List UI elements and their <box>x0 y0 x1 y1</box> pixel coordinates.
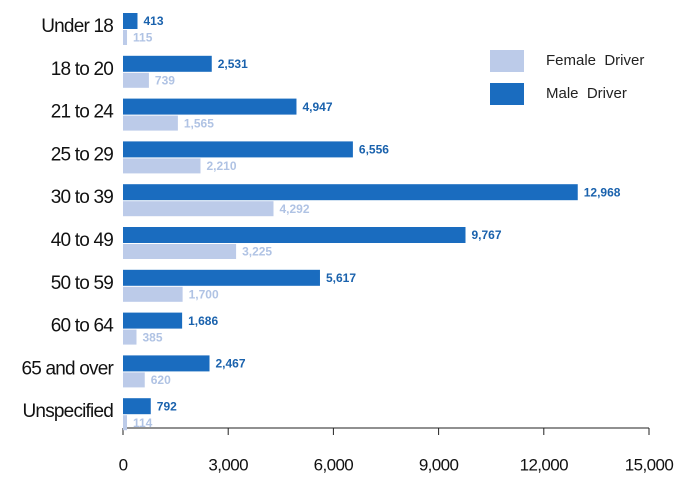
bar <box>123 98 297 115</box>
bar <box>123 312 183 329</box>
category-label: 50 to 59 <box>51 273 114 294</box>
value-label: 792 <box>157 399 177 413</box>
x-tick-label: 3,000 <box>208 455 248 474</box>
x-tick-label: 6,000 <box>314 455 354 474</box>
category-label: 30 to 39 <box>51 187 114 208</box>
value-label: 739 <box>155 73 175 87</box>
x-tick-label: 9,000 <box>419 455 459 474</box>
value-label: 2,531 <box>218 57 248 71</box>
legend-label: Female Driver <box>546 52 644 69</box>
bar <box>123 141 353 158</box>
bar <box>123 55 212 72</box>
value-label: 620 <box>151 373 171 387</box>
bar <box>123 398 151 415</box>
value-label: 3,225 <box>242 245 272 259</box>
value-label: 6,556 <box>359 143 389 157</box>
bar <box>123 13 138 29</box>
category-label: 40 to 49 <box>51 230 114 251</box>
category-label: 21 to 24 <box>51 102 115 123</box>
bar <box>123 30 128 45</box>
bar <box>123 329 137 345</box>
value-label: 1,565 <box>184 116 214 130</box>
value-label: 4,292 <box>280 202 310 216</box>
category-label: Under 18 <box>41 16 113 37</box>
bar <box>123 184 578 201</box>
value-label: 1,686 <box>188 314 218 328</box>
bar <box>123 115 178 131</box>
bar <box>123 227 466 243</box>
category-label: 25 to 29 <box>51 144 114 165</box>
value-label: 2,467 <box>216 357 246 371</box>
value-label: 9,767 <box>471 228 501 242</box>
value-label: 5,617 <box>326 271 356 285</box>
category-label: Unspecified <box>23 401 114 422</box>
bar <box>123 372 145 388</box>
value-label: 2,210 <box>206 159 236 173</box>
x-tick-label: 15,000 <box>625 455 674 474</box>
x-tick-label: 12,000 <box>520 455 569 474</box>
bar <box>123 269 320 286</box>
value-label: 115 <box>133 31 153 45</box>
legend-swatch <box>490 50 524 72</box>
value-label: 4,947 <box>302 100 332 114</box>
legend-label: Male Driver <box>546 85 627 102</box>
value-label: 114 <box>133 416 153 430</box>
value-label: 1,700 <box>189 287 219 301</box>
category-label: 60 to 64 <box>51 316 115 337</box>
bar <box>123 355 210 372</box>
bar <box>123 286 183 302</box>
category-label: 18 to 20 <box>51 59 114 80</box>
bar <box>123 244 237 259</box>
bar <box>123 415 127 431</box>
bar <box>123 158 201 174</box>
bar <box>123 72 149 88</box>
x-tick-label: 0 <box>119 455 128 474</box>
bar <box>123 201 274 217</box>
value-label: 413 <box>143 14 163 28</box>
category-label: 65 and over <box>21 358 114 379</box>
value-label: 385 <box>143 330 163 344</box>
value-label: 12,968 <box>584 185 621 199</box>
legend-swatch <box>490 83 524 105</box>
